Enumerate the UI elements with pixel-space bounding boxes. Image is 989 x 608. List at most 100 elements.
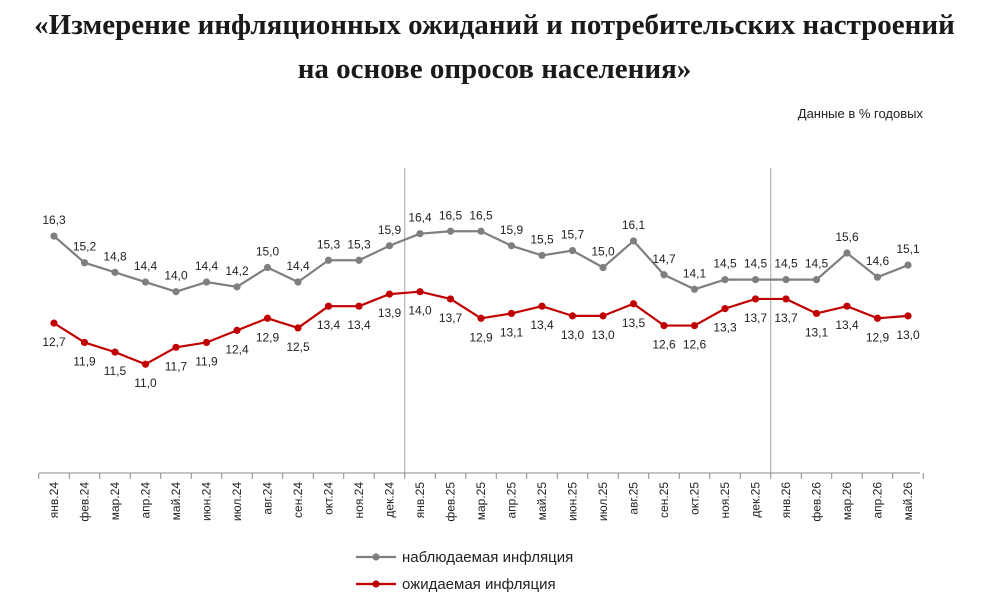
x-axis-ticks: [38, 473, 924, 479]
observed-data-label: 16,5: [439, 208, 463, 222]
expected-point: [263, 314, 272, 322]
x-tick-label: май.24: [169, 482, 183, 521]
expected-point: [507, 309, 516, 318]
legend-observed-marker: [372, 553, 380, 561]
observed-data-label: 14,4: [195, 259, 219, 273]
expected-data-label: 13,9: [378, 306, 402, 320]
observed-point: [629, 237, 638, 245]
observed-point: [172, 288, 180, 296]
expected-point: [172, 343, 180, 351]
x-tick-label: май.26: [901, 482, 915, 521]
expected-data-label: 13,1: [805, 325, 829, 339]
expected-point: [873, 314, 882, 322]
observed-data-label: 14,1: [683, 266, 707, 280]
expected-data-label: 12,6: [683, 338, 707, 352]
expected-point: [141, 360, 150, 368]
x-tick-label: янв.26: [779, 482, 793, 519]
observed-data-label: 14,5: [744, 257, 768, 271]
expected-point: [355, 302, 363, 310]
expected-data-label: 13,7: [744, 311, 768, 325]
x-tick-label: янв.25: [413, 482, 427, 519]
observed-data-label: 14,7: [652, 252, 676, 266]
observed-data-label: 14,4: [286, 259, 310, 273]
observed-data-label: 16,1: [622, 218, 646, 232]
chart-title-line2: на основе опросов населения»: [297, 53, 692, 85]
x-tick-label: мар.24: [108, 482, 122, 521]
expected-point: [233, 326, 241, 334]
observed-point: [477, 227, 485, 235]
legend-item-observed: наблюдаемая инфляция: [356, 549, 573, 566]
observed-point: [141, 278, 150, 286]
expected-data-label: 11,7: [165, 359, 188, 373]
observed-data-label: 15,6: [835, 230, 859, 244]
expected-point: [721, 305, 729, 313]
expected-point: [690, 321, 699, 330]
legend-expected-marker: [372, 580, 380, 588]
observed-data-label: 14,5: [805, 257, 829, 271]
chart-title-line1: «Измерение инфляционных ожиданий и потре…: [34, 9, 955, 41]
expected-inflation-line: [53, 290, 909, 366]
observed-point: [507, 242, 516, 250]
expected-point: [599, 312, 607, 320]
expected-data-label: 11,5: [104, 364, 127, 378]
observed-data-label: 15,3: [317, 237, 341, 251]
expected-data-label: 13,4: [530, 318, 554, 332]
expected-data-label: 13,7: [439, 311, 463, 325]
expected-data-label: 11,9: [73, 354, 96, 368]
observed-point: [568, 247, 577, 255]
data-labels: 16,3 15,2 14,8 14,4 14,0 14,4 14,2 15,0 14,4 15,3…: [42, 208, 920, 390]
x-tick-label: авг.25: [627, 482, 641, 515]
legend-observed-label: наблюдаемая инфляция: [402, 549, 573, 566]
x-tick-label: мар.26: [840, 482, 854, 521]
expected-point: [660, 321, 668, 330]
x-tick-label: апр.25: [505, 482, 519, 519]
legend-item-expected: ожидаемая инфляция: [356, 576, 556, 593]
chart-subtitle: Данные в % годовых: [797, 106, 923, 121]
expected-data-label: 13,4: [347, 318, 371, 332]
expected-data-label: 12,9: [256, 330, 280, 344]
expected-data-label: 13,0: [896, 328, 920, 342]
expected-point: [568, 312, 577, 320]
expected-data-label: 12,9: [469, 330, 493, 344]
observed-point: [812, 276, 821, 284]
x-tick-label: сен.24: [291, 482, 305, 518]
expected-point: [416, 288, 424, 296]
year-dividers: [404, 168, 772, 473]
expected-data-label: 13,4: [835, 318, 859, 332]
expected-data-label: 12,4: [225, 342, 249, 356]
observed-data-label: 14,5: [774, 257, 798, 271]
observed-data-label: 15,5: [530, 232, 554, 246]
observed-point: [233, 283, 241, 291]
observed-data-label: 16,3: [42, 213, 66, 227]
observed-data-label: 15,1: [896, 242, 920, 256]
observed-point: [355, 256, 363, 264]
expected-data-label: 13,5: [622, 316, 646, 330]
expected-point: [385, 290, 394, 298]
expected-data-label: 11,0: [134, 376, 157, 390]
observed-point: [873, 273, 882, 281]
x-tick-label: июн.25: [566, 482, 580, 521]
expected-data-label: 12,7: [42, 335, 66, 349]
expected-point: [904, 312, 912, 320]
x-tick-label: ноя.25: [718, 482, 732, 519]
expected-point: [812, 309, 821, 318]
observed-point: [660, 271, 668, 279]
x-tick-label: фев.25: [444, 482, 458, 522]
observed-data-label: 15,7: [561, 228, 585, 242]
expected-point: [751, 295, 760, 303]
series-points: [50, 227, 912, 368]
observed-point: [263, 263, 272, 272]
observed-point: [690, 285, 699, 293]
observed-point: [721, 276, 729, 284]
legend: наблюдаемая инфляция ожидаемая инфляция: [356, 549, 573, 593]
legend-expected-label: ожидаемая инфляция: [402, 576, 556, 593]
expected-point: [80, 338, 89, 347]
observed-point: [782, 276, 790, 284]
observed-data-label: 15,0: [256, 245, 280, 259]
expected-data-label: 14,0: [408, 304, 432, 318]
observed-data-label: 14,2: [225, 264, 249, 278]
observed-point: [904, 261, 912, 269]
observed-data-label: 16,4: [408, 211, 432, 225]
x-tick-label: мар.25: [474, 482, 488, 521]
